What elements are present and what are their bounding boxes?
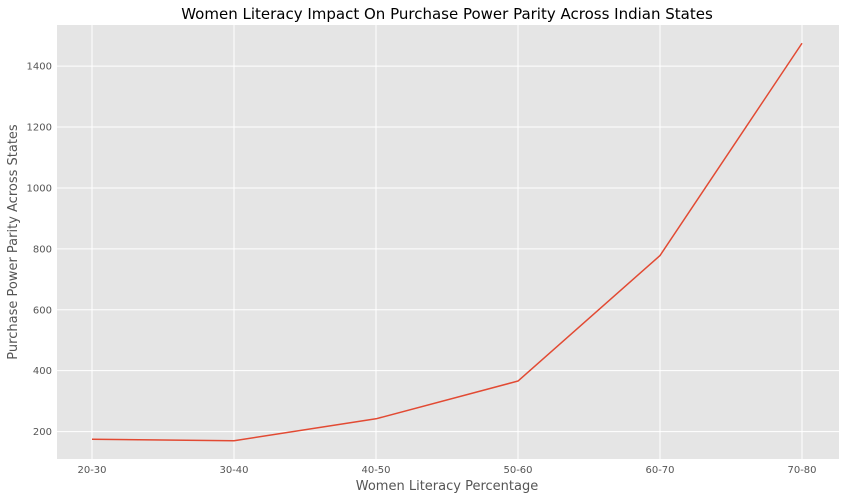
series-line xyxy=(91,42,803,442)
series-layer xyxy=(91,42,803,442)
x-axis-label: Women Literacy Percentage xyxy=(356,479,538,494)
tick-labels: 200 400 600 800 1000 1200 1400 20-30 30-40 40-50 5… xyxy=(27,62,817,476)
x-tick-label: 50-60 xyxy=(503,465,532,476)
y-tick-label: 1400 xyxy=(27,62,52,73)
y-tick-label: 200 xyxy=(33,427,52,438)
y-axis-label: Purchase Power Parity Across States xyxy=(6,124,21,360)
y-tick-label: 1200 xyxy=(27,123,52,134)
y-tick-label: 800 xyxy=(33,244,52,255)
y-tick-label: 600 xyxy=(33,305,52,316)
plot-background xyxy=(57,25,839,459)
y-tick-label: 400 xyxy=(33,366,52,377)
x-tick-label: 30-40 xyxy=(219,465,248,476)
x-tick-label: 20-30 xyxy=(77,465,106,476)
x-tick-label: 60-70 xyxy=(645,465,674,476)
x-tick-label: 70-80 xyxy=(787,465,816,476)
y-tick-label: 1000 xyxy=(27,183,52,194)
x-tick-label: 40-50 xyxy=(361,465,390,476)
grid-lines xyxy=(57,25,839,459)
chart-title: Women Literacy Impact On Purchase Power … xyxy=(181,5,713,23)
